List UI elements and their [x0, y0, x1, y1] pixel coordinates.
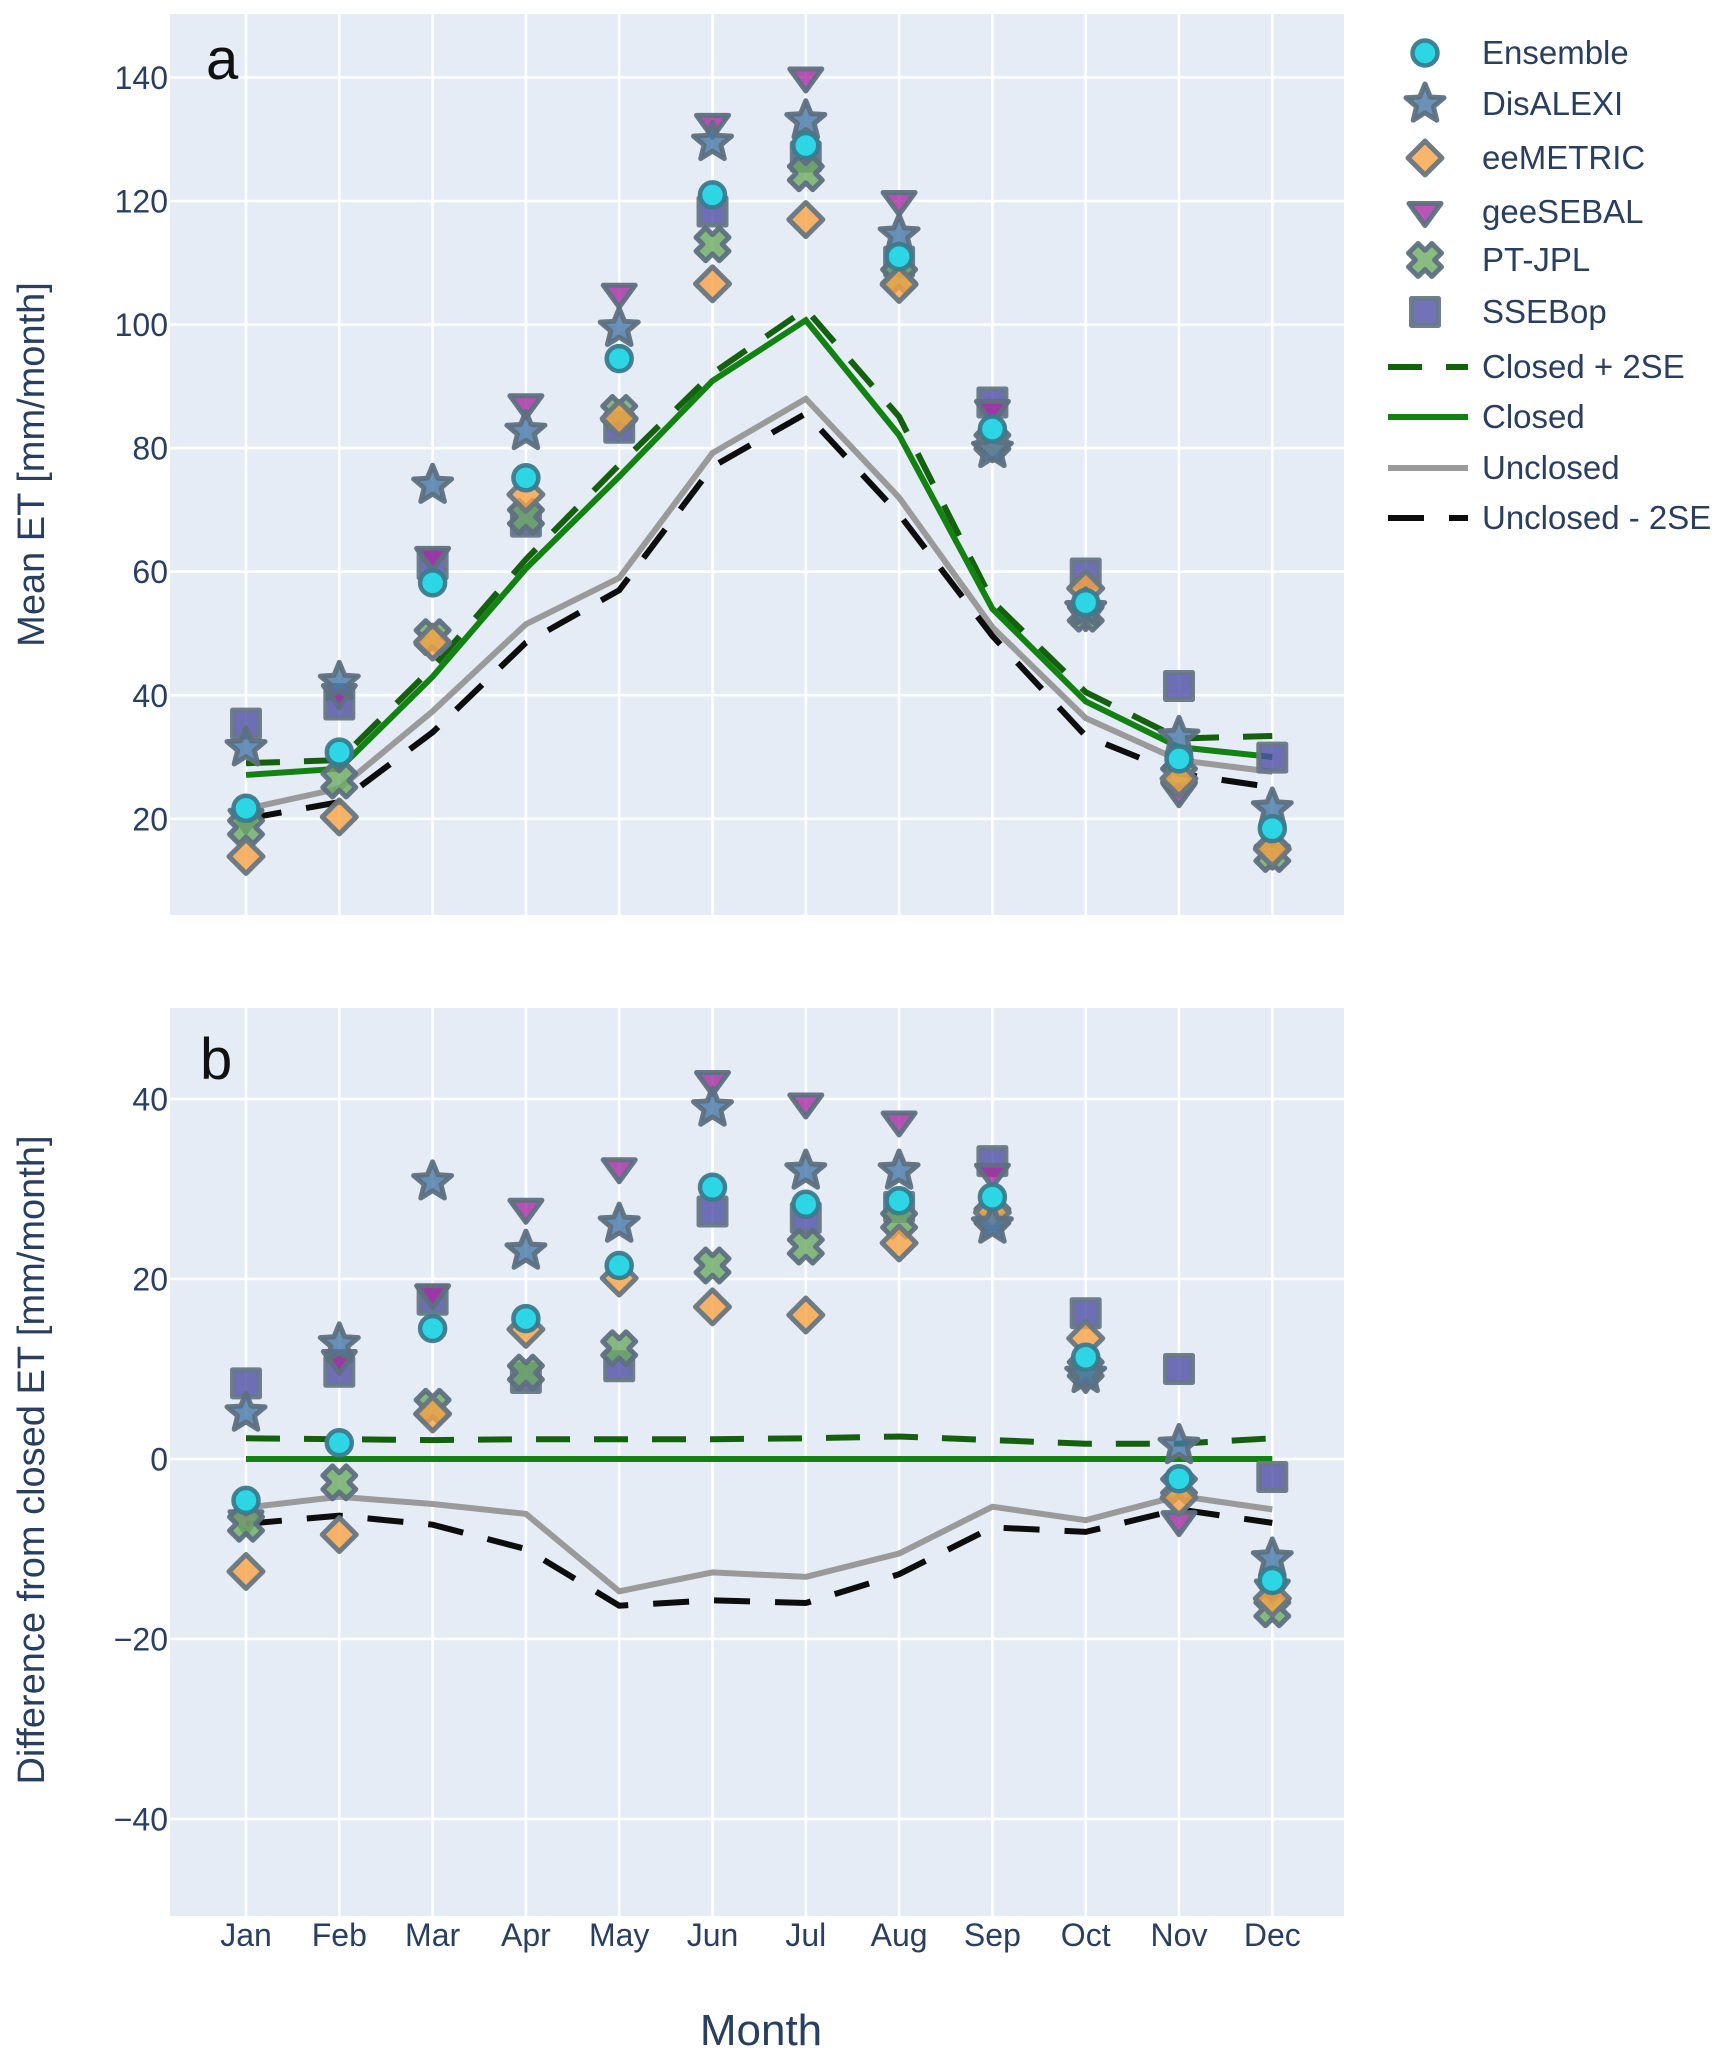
svg-text:Dec: Dec	[1244, 1917, 1301, 1953]
svg-text:0: 0	[150, 1442, 168, 1478]
svg-text:eeMETRIC: eeMETRIC	[1482, 139, 1645, 176]
svg-text:140: 140	[115, 60, 168, 96]
svg-text:Aug: Aug	[871, 1917, 928, 1953]
svg-text:100: 100	[115, 307, 168, 343]
svg-text:Feb: Feb	[312, 1917, 367, 1953]
svg-text:Nov: Nov	[1151, 1917, 1208, 1953]
svg-text:SSEBop: SSEBop	[1482, 293, 1607, 330]
svg-text:Mar: Mar	[405, 1917, 460, 1953]
svg-text:40: 40	[132, 678, 168, 714]
svg-text:Closed + 2SE: Closed + 2SE	[1482, 348, 1685, 385]
svg-text:60: 60	[132, 554, 168, 590]
svg-text:Jul: Jul	[785, 1917, 826, 1953]
svg-text:DisALEXI: DisALEXI	[1482, 85, 1623, 122]
svg-text:a: a	[206, 27, 239, 92]
svg-text:geeSEBAL: geeSEBAL	[1482, 193, 1643, 230]
svg-text:Unclosed: Unclosed	[1482, 449, 1620, 486]
svg-text:120: 120	[115, 184, 168, 220]
svg-text:20: 20	[132, 1262, 168, 1298]
svg-text:Oct: Oct	[1061, 1917, 1111, 1953]
svg-text:Unclosed - 2SE: Unclosed - 2SE	[1482, 499, 1711, 536]
svg-text:Mean ET [mm/month]: Mean ET [mm/month]	[11, 282, 53, 647]
svg-text:May: May	[589, 1917, 649, 1953]
svg-text:Jan: Jan	[220, 1917, 272, 1953]
svg-text:Jun: Jun	[687, 1917, 739, 1953]
svg-text:PT-JPL: PT-JPL	[1482, 241, 1590, 278]
svg-text:40: 40	[132, 1082, 168, 1118]
svg-text:Closed: Closed	[1482, 398, 1585, 435]
svg-text:−20: −20	[114, 1622, 168, 1658]
svg-text:Month: Month	[700, 2006, 822, 2055]
svg-text:20: 20	[132, 801, 168, 837]
svg-text:Sep: Sep	[964, 1917, 1021, 1953]
svg-text:b: b	[200, 1027, 232, 1092]
svg-text:80: 80	[132, 431, 168, 467]
svg-text:−40: −40	[114, 1802, 168, 1838]
svg-text:Apr: Apr	[501, 1917, 551, 1953]
svg-text:Ensemble: Ensemble	[1482, 34, 1629, 71]
svg-text:Difference from closed ET [mm/: Difference from closed ET [mm/month]	[11, 1135, 53, 1784]
